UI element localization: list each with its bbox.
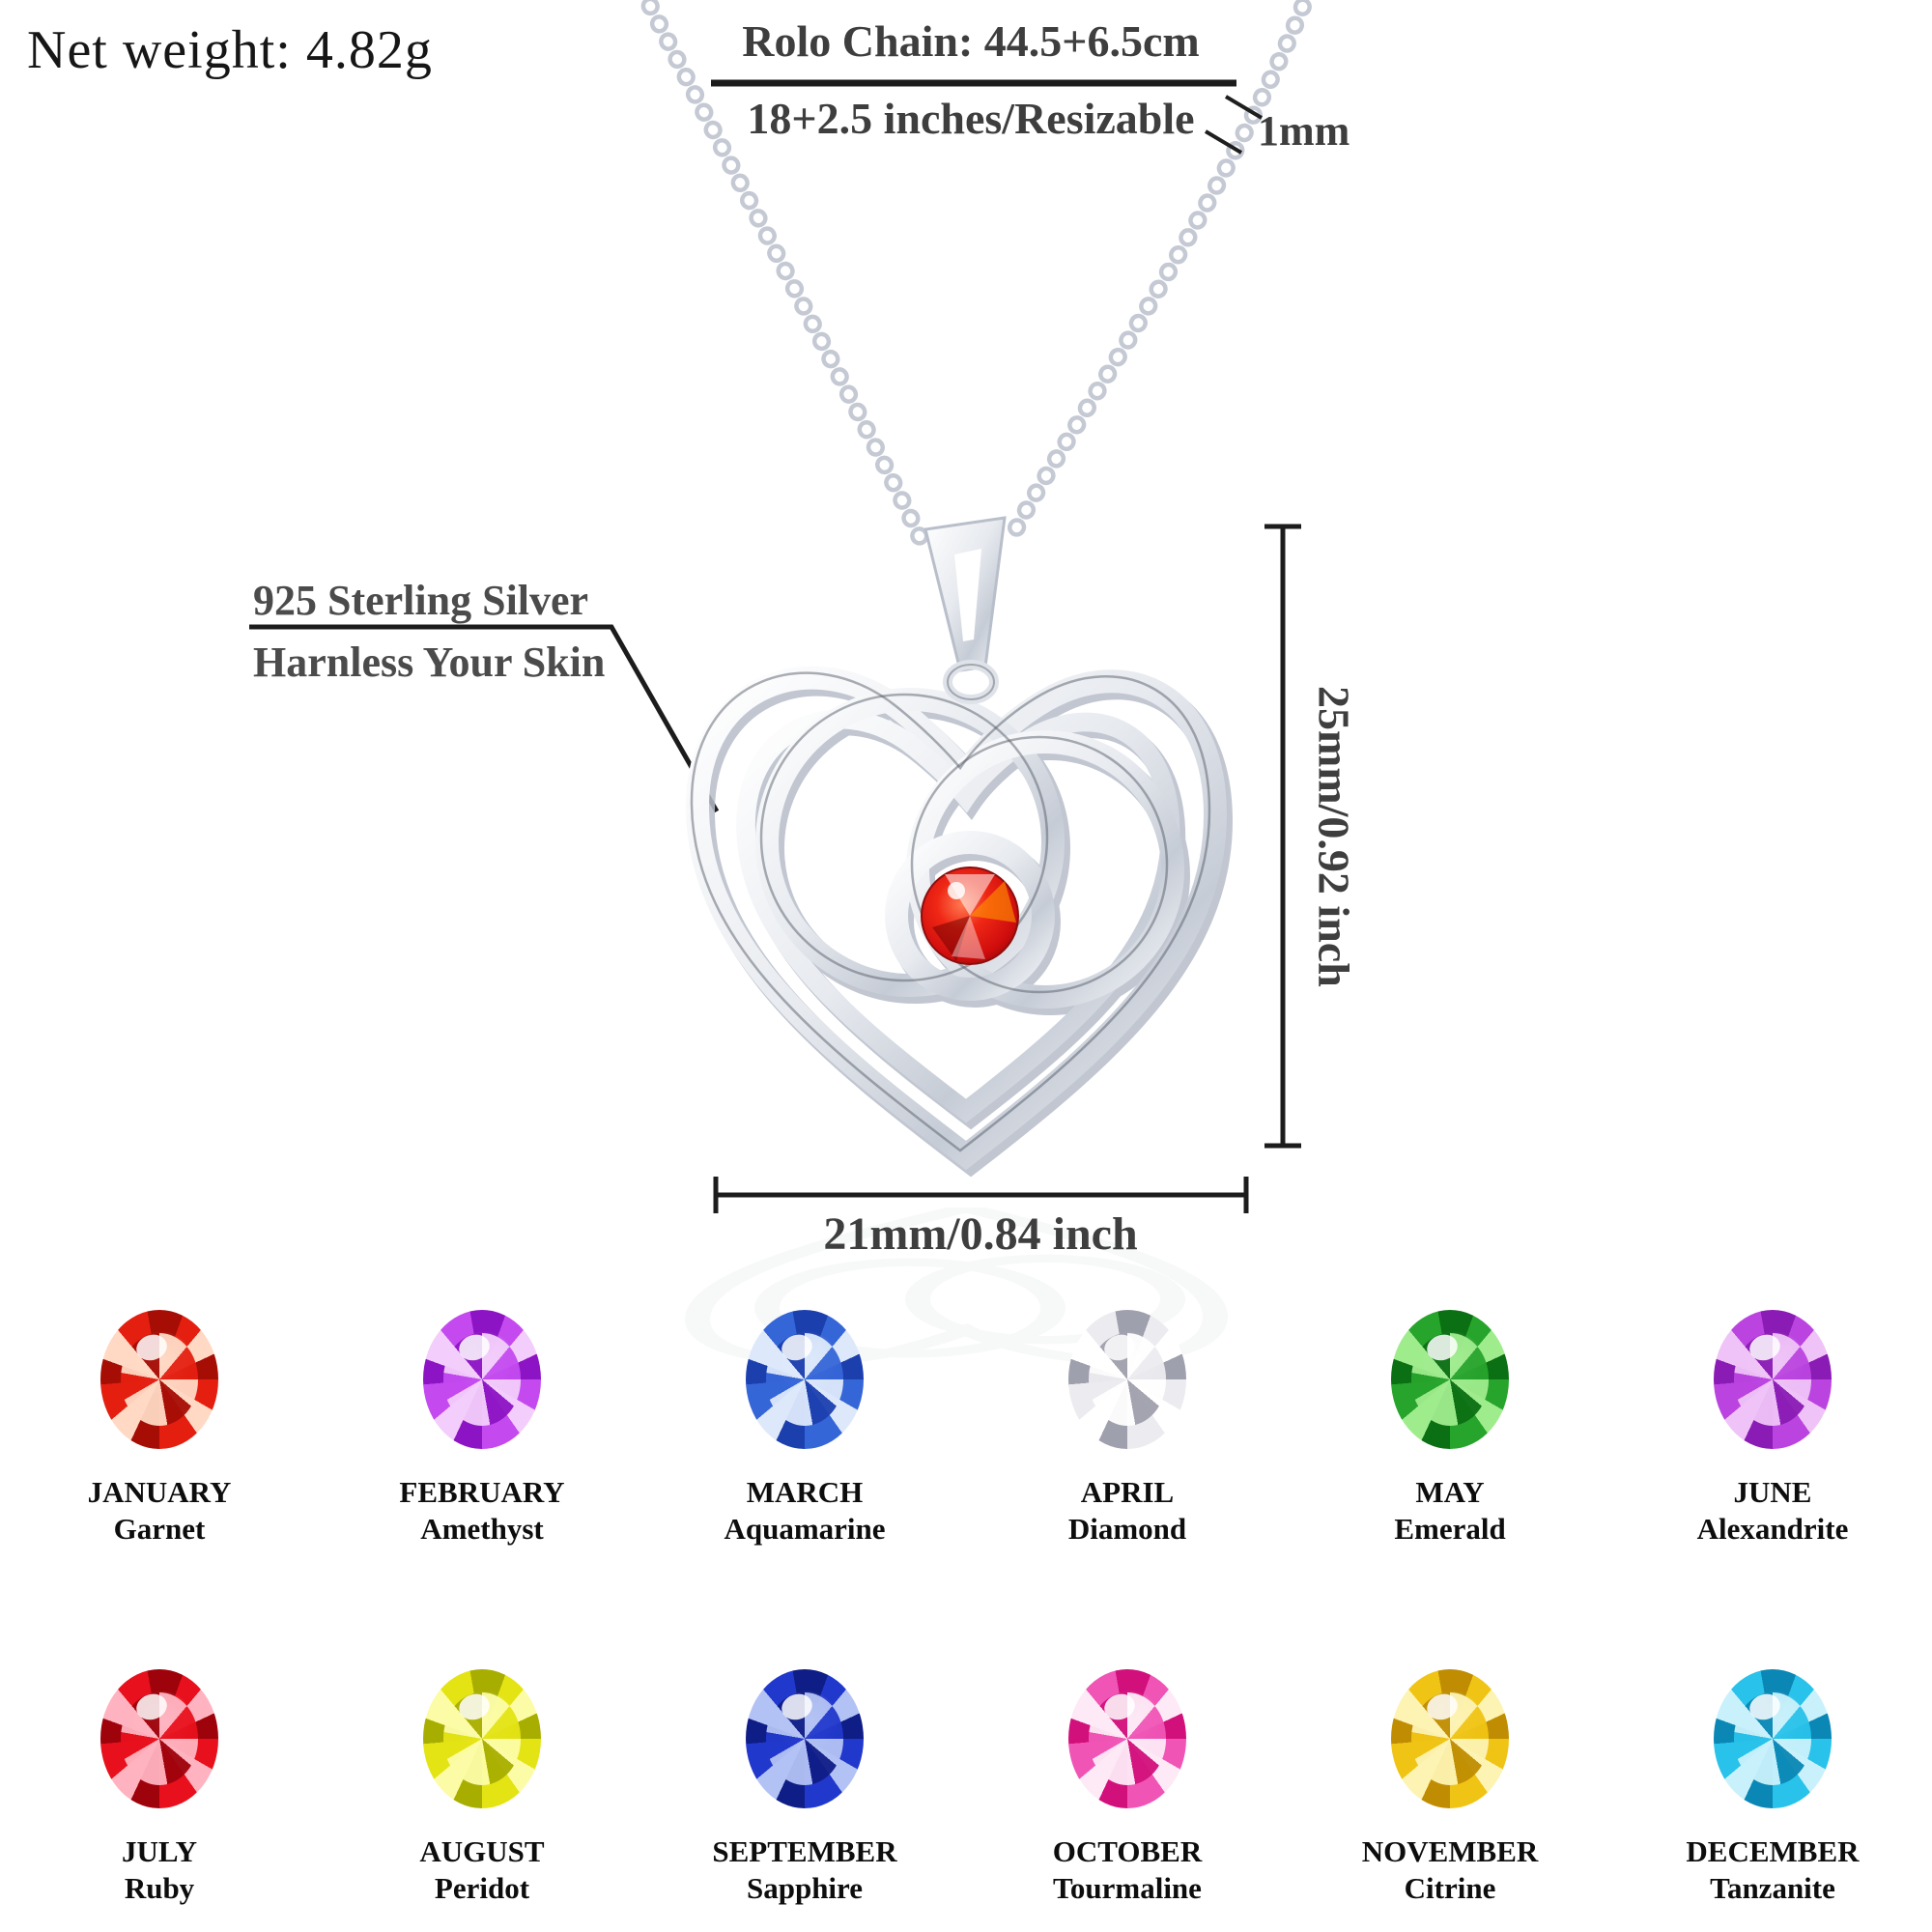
pendant-width-label: 21mm/0.84 inch — [823, 1208, 1138, 1260]
birthstone-month-label: NOVEMBER — [1361, 1834, 1539, 1868]
pendant-height-label: 25mm/0.92 inch — [1309, 686, 1359, 987]
birthstone-item: DECEMBER Tanzanite — [1647, 1669, 1898, 1906]
chain-thickness-label: 1mm — [1258, 107, 1350, 155]
birthstone-month-label: FEBRUARY — [399, 1475, 565, 1509]
pendant — [685, 516, 1234, 1178]
gem-swatch — [423, 1310, 541, 1449]
material-label-line1: 925 Sterling Silver — [253, 577, 589, 624]
birthstone-item: JANUARY Garnet — [34, 1310, 285, 1547]
birthstone-item: AUGUST Peridot — [356, 1669, 608, 1906]
gem-swatch — [1068, 1310, 1186, 1449]
birthstone-name-label: Ruby — [124, 1871, 195, 1905]
birthstone-name-label: Alexandrite — [1696, 1512, 1849, 1546]
pendant-center-gem — [921, 867, 1019, 965]
birthstone-name-label: Tourmaline — [1053, 1871, 1202, 1905]
birthstone-item: JULY Ruby — [34, 1669, 285, 1906]
birthstone-name-label: Diamond — [1067, 1512, 1187, 1546]
birthstone-name-label: Aquamarine — [724, 1512, 886, 1546]
pendant-reflection — [684, 1208, 1229, 1365]
net-weight-label: Net weight: 4.82g — [27, 20, 433, 80]
birthstone-month-label: OCTOBER — [1052, 1834, 1203, 1868]
birthstone-month-label: JANUARY — [87, 1475, 232, 1509]
birthstone-month-label: JULY — [121, 1834, 198, 1868]
chain-right-strand — [999, 0, 1316, 554]
width-dimension-line — [713, 1177, 1249, 1213]
birthstone-month-label: MAY — [1415, 1475, 1485, 1509]
birthstone-item: JUNE Alexandrite — [1647, 1310, 1898, 1547]
birthstone-month-label: SEPTEMBER — [712, 1834, 897, 1868]
birthstone-month-label: AUGUST — [419, 1834, 545, 1868]
pendant-heart — [685, 666, 1228, 1171]
chain-length-label-inches: 18+2.5 inches/Resizable — [747, 94, 1195, 143]
gem-swatch — [100, 1669, 218, 1808]
birthstone-month-label: DECEMBER — [1686, 1834, 1860, 1868]
birthstone-item: APRIL Diamond — [1002, 1310, 1253, 1547]
gem-swatch — [1391, 1669, 1509, 1808]
birthstone-name-label: Amethyst — [420, 1512, 544, 1546]
chain-left-strand — [637, 0, 934, 556]
birthstone-name-label: Sapphire — [746, 1871, 864, 1905]
birthstone-month-label: MARCH — [746, 1475, 864, 1509]
gem-swatch — [746, 1669, 864, 1808]
birthstone-name-label: Emerald — [1394, 1512, 1506, 1546]
birthstone-month-label: JUNE — [1733, 1475, 1812, 1509]
gem-swatch — [423, 1669, 541, 1808]
gem-swatch — [746, 1310, 864, 1449]
chain-thickness-caliper — [1204, 95, 1264, 155]
birthstone-name-label: Citrine — [1404, 1871, 1496, 1905]
chain-length-label-metric: Rolo Chain: 44.5+6.5cm — [742, 16, 1200, 66]
gem-swatch — [100, 1310, 218, 1449]
birthstone-item: SEPTEMBER Sapphire — [679, 1669, 930, 1906]
material-label-line2: Harnless Your Skin — [253, 639, 606, 686]
material-callout-line — [249, 624, 720, 813]
birthstone-item: NOVEMBER Citrine — [1324, 1669, 1576, 1906]
birthstone-item: MARCH Aquamarine — [679, 1310, 930, 1547]
birthstone-item: OCTOBER Tourmaline — [1002, 1669, 1253, 1906]
birthstone-month-label: APRIL — [1080, 1475, 1175, 1509]
gem-swatch — [1714, 1669, 1832, 1808]
birthstone-name-label: Tanzanite — [1710, 1871, 1835, 1905]
gem-swatch — [1714, 1310, 1832, 1449]
height-dimension-line — [1264, 524, 1301, 1149]
gem-swatch — [1391, 1310, 1509, 1449]
birthstone-name-label: Peridot — [434, 1871, 530, 1905]
birthstone-item: MAY Emerald — [1324, 1310, 1576, 1547]
gem-swatch — [1068, 1669, 1186, 1808]
pendant-bail — [923, 516, 1007, 704]
birthstone-name-label: Garnet — [113, 1512, 206, 1546]
birthstone-item: FEBRUARY Amethyst — [356, 1310, 608, 1547]
